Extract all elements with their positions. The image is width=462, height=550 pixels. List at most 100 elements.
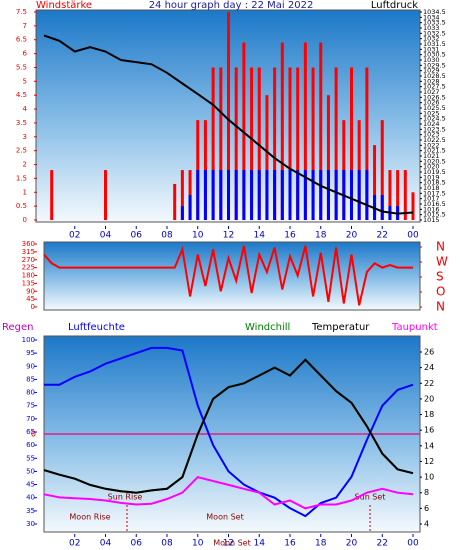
x-tick-label: 02 — [69, 231, 80, 241]
y-tick-label: 6 — [23, 50, 28, 58]
bar — [227, 12, 230, 220]
y2-tick-label: 1032 — [423, 35, 440, 43]
bar — [280, 42, 284, 220]
bar — [180, 170, 184, 220]
bar — [403, 170, 407, 220]
x-tick-label: 06 — [131, 231, 143, 241]
y-tick-label: 5.5 — [16, 63, 27, 71]
bar — [188, 195, 192, 220]
y2-tick-label: 18 — [424, 410, 434, 419]
y2-tick-label: 1034.5 — [423, 8, 446, 16]
y-tick-label: 5 — [23, 77, 27, 85]
y2-tick-label: 1027.5 — [423, 83, 446, 91]
y2-tick-label: 1030 — [423, 56, 440, 64]
y-tick-label: 225 — [22, 264, 35, 272]
y-tick-label: 2 — [23, 161, 27, 169]
bar — [234, 170, 238, 220]
y2-tick-label: 1016.5 — [423, 200, 446, 208]
y-tick-label: 85 — [26, 375, 35, 383]
x-tick-label: 16 — [284, 231, 296, 241]
y2-tick-label: 1024 — [423, 120, 440, 128]
y2-tick-label: 22 — [424, 379, 434, 388]
bar — [380, 195, 384, 220]
y-tick-label: 35 — [26, 507, 35, 515]
y2-tick-label: 4 — [424, 520, 429, 529]
y-tick-label: 90 — [26, 287, 35, 295]
bar — [219, 170, 223, 220]
bar — [280, 170, 284, 220]
y2-tick-label: 8 — [424, 488, 429, 497]
annotation: Sun Set — [355, 493, 386, 502]
legend-label: Windchill — [245, 322, 290, 333]
x-tick-label: 08 — [161, 231, 173, 241]
y-tick-label: 70 — [26, 415, 35, 423]
bar — [196, 170, 200, 220]
y2-axis-label: Luftdruck — [371, 0, 418, 11]
line — [43, 34, 414, 215]
bar — [311, 67, 315, 220]
x-tick-label: 04 — [100, 231, 112, 241]
y2-tick-label: 1017 — [423, 195, 440, 203]
bar — [288, 170, 292, 220]
bar — [411, 192, 415, 220]
chart-title: 24 hour graph day : 22 Mai 2022 — [149, 0, 314, 11]
y-tick-label: 65 — [26, 428, 35, 436]
bar — [227, 170, 230, 220]
y-tick-label: 315 — [22, 248, 35, 256]
y2-tick-label: 1029.5 — [423, 61, 446, 69]
bar — [265, 95, 269, 220]
y2-tick-label: 1022 — [423, 141, 440, 149]
y2-tick-label: 1019 — [423, 173, 440, 181]
x-tick-label: 18 — [315, 539, 327, 549]
y-tick-label: 7.5 — [16, 8, 27, 16]
x-tick-label: 22 — [377, 231, 388, 241]
y2-tick-label: 1019.5 — [423, 168, 446, 176]
bar — [365, 170, 369, 220]
y2-tick-label: 1032.5 — [423, 29, 446, 37]
y2-tick-label: 1016 — [423, 205, 440, 213]
y-tick-label: 45 — [26, 481, 35, 489]
y2-tick-label: 1034 — [423, 13, 440, 21]
y2-tick-label: 1020.5 — [423, 157, 446, 165]
bar — [350, 170, 353, 220]
y2-tick-label: 1022.5 — [423, 136, 446, 144]
y2-tick-label: 1031.5 — [423, 40, 446, 48]
bar — [334, 170, 338, 220]
bar — [303, 42, 307, 220]
y2-tick-label: 26 — [424, 348, 434, 357]
y2-tick-label: 1021.5 — [423, 147, 446, 155]
y-axis-label: Windstärke — [36, 0, 92, 11]
bar — [311, 170, 315, 220]
y-tick-label: 0.5 — [16, 202, 27, 210]
legend-label: Temperatur — [311, 322, 370, 333]
y2-tick-label: 1033 — [423, 24, 440, 32]
y-tick-label: 45 — [26, 295, 35, 303]
y2-tick-label: 1026 — [423, 99, 440, 107]
x-tick-label: 22 — [377, 539, 388, 549]
bar — [326, 170, 330, 220]
y-tick-label: 75 — [26, 402, 35, 410]
y2-tick-label: 1020 — [423, 163, 440, 171]
y2-tick-label: 1024.5 — [423, 115, 446, 123]
line — [43, 475, 414, 510]
bar — [288, 67, 292, 220]
y2-tick-label: N — [436, 300, 445, 314]
bar — [234, 67, 238, 220]
y2-tick-label: N — [436, 240, 445, 254]
y-tick-label: 30 — [26, 520, 35, 528]
y2-tick-label: 14 — [424, 441, 434, 450]
y-tick-label: 90 — [26, 362, 35, 370]
bar — [250, 67, 254, 220]
x-tick-label: 10 — [192, 539, 204, 549]
bar — [334, 67, 338, 220]
bar — [211, 67, 215, 220]
annotation: Moon Set — [206, 513, 243, 522]
y-tick-label: 80 — [26, 389, 35, 397]
y-tick-label: 3.5 — [16, 119, 27, 127]
rain-tick-label: 0 — [31, 430, 36, 439]
y2-tick-label: 1027 — [423, 88, 440, 96]
x-tick-label: 08 — [161, 539, 173, 549]
y-tick-label: 360 — [22, 240, 35, 248]
line — [44, 346, 414, 518]
x-tick-label: 18 — [315, 231, 327, 241]
